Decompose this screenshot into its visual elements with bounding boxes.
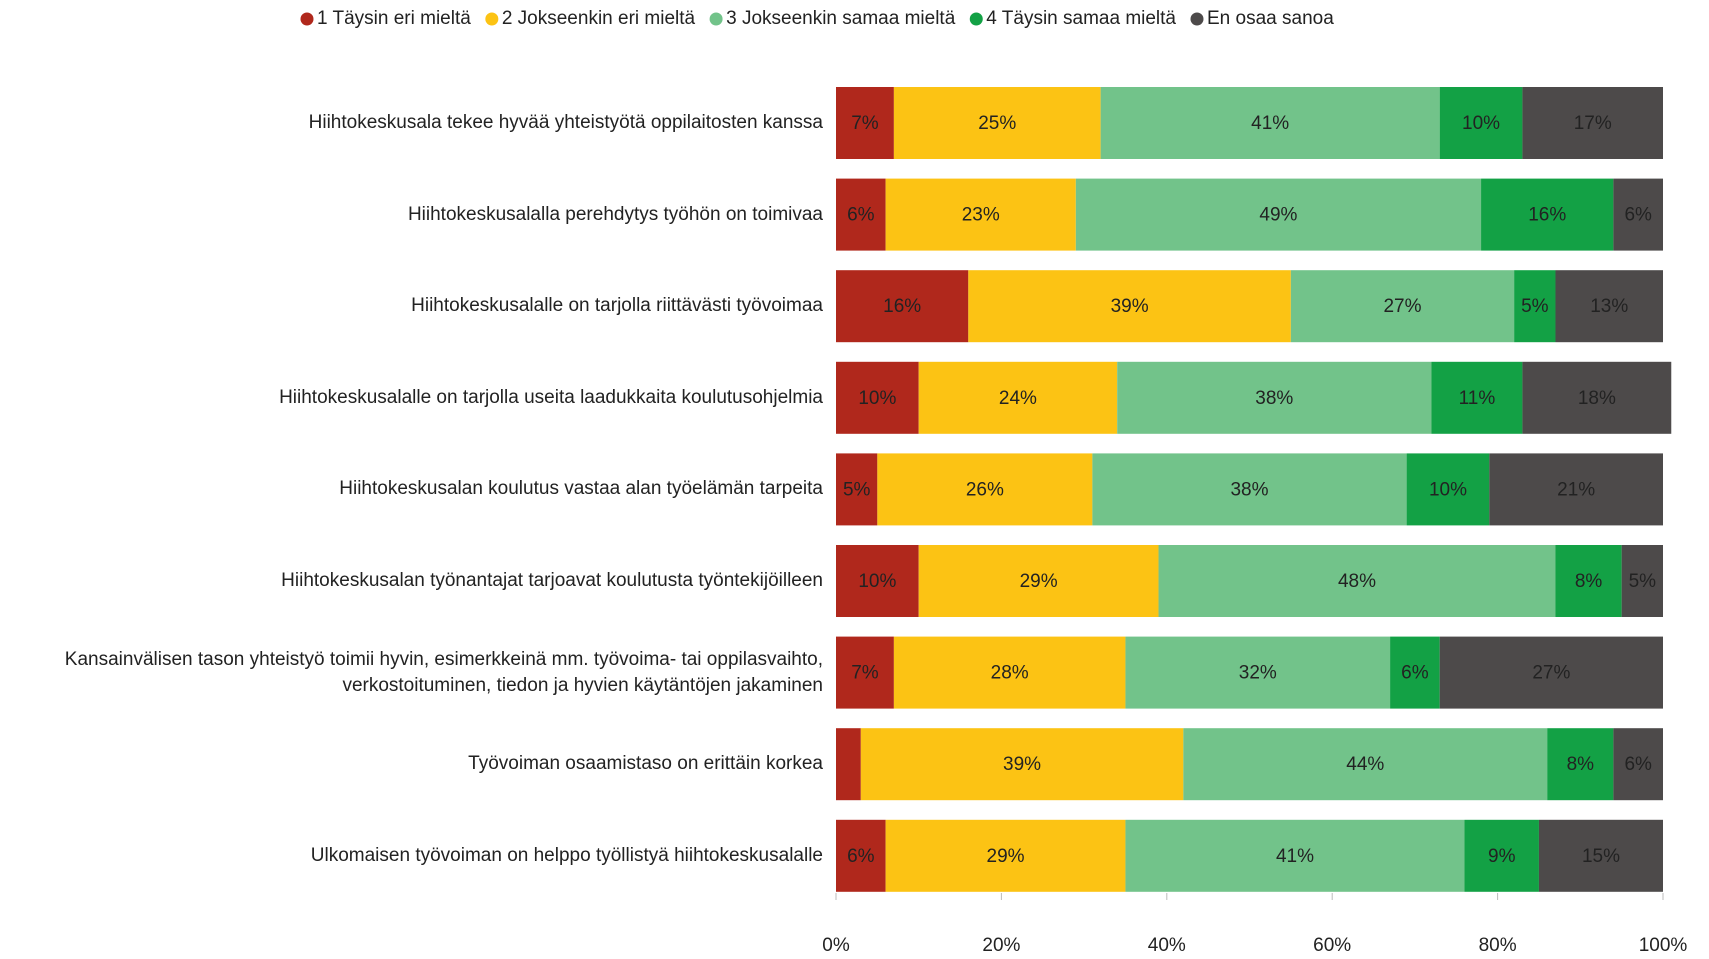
- value-label: 7%: [851, 113, 879, 134]
- value-label: 26%: [966, 479, 1004, 500]
- legend-label: 1 Täysin eri mieltä: [317, 8, 471, 29]
- legend-label: 4 Täysin samaa mieltä: [986, 8, 1176, 29]
- legend-label: 3 Jokseenkin samaa mieltä: [726, 8, 956, 29]
- value-label: 7%: [851, 663, 879, 684]
- value-label: 23%: [962, 205, 1000, 226]
- legend-marker: [301, 13, 314, 26]
- value-label: 15%: [1582, 846, 1620, 867]
- value-label: 10%: [1429, 479, 1467, 500]
- value-label: 8%: [1575, 571, 1603, 592]
- value-label: 5%: [1629, 571, 1657, 592]
- legend-marker: [970, 13, 983, 26]
- value-label: 6%: [847, 205, 875, 226]
- value-label: 13%: [1590, 296, 1628, 317]
- value-label: 17%: [1574, 113, 1612, 134]
- value-label: 6%: [1401, 663, 1429, 684]
- category-text: Hiihtokeskusala tekee hyvää yhteistyötä …: [309, 110, 823, 136]
- value-label: 38%: [1255, 388, 1293, 409]
- value-label: 29%: [1020, 571, 1058, 592]
- category-text: Hiihtokeskusalalla perehdytys työhön on …: [408, 202, 823, 228]
- value-label: 5%: [843, 479, 871, 500]
- value-label: 6%: [1624, 205, 1652, 226]
- category-label: Hiihtokeskusalan koulutus vastaa alan ty…: [10, 453, 823, 525]
- value-label: 49%: [1259, 205, 1297, 226]
- category-label: Hiihtokeskusalan työnantajat tarjoavat k…: [10, 545, 823, 617]
- value-label: 9%: [1488, 846, 1516, 867]
- category-text: Kansainvälisen tason yhteistyö toimii hy…: [10, 647, 823, 699]
- x-tick-label: 20%: [982, 935, 1020, 956]
- x-tick-label: 60%: [1313, 935, 1351, 956]
- value-label: 5%: [1521, 296, 1549, 317]
- value-label: 39%: [1003, 754, 1041, 775]
- value-label: 39%: [1111, 296, 1149, 317]
- legend-marker: [710, 13, 723, 26]
- x-tick-label: 40%: [1148, 935, 1186, 956]
- category-text: Hiihtokeskusalalle on tarjolla useita la…: [279, 385, 823, 411]
- value-label: 10%: [858, 571, 896, 592]
- bar-segment: [836, 728, 861, 800]
- category-text: Ulkomaisen työvoiman on helppo työllisty…: [311, 843, 823, 869]
- legend-label: 2 Jokseenkin eri mieltä: [502, 8, 696, 29]
- value-label: 32%: [1239, 663, 1277, 684]
- legend-marker: [1191, 13, 1204, 26]
- category-text: Työvoiman osaamistaso on erittäin korkea: [468, 751, 823, 777]
- value-label: 25%: [978, 113, 1016, 134]
- value-label: 27%: [1532, 663, 1570, 684]
- category-text: Hiihtokeskusalalle on tarjolla riittäväs…: [411, 293, 823, 319]
- category-text: Hiihtokeskusalan työnantajat tarjoavat k…: [281, 568, 823, 594]
- value-label: 41%: [1251, 113, 1289, 134]
- category-label: Hiihtokeskusala tekee hyvää yhteistyötä …: [10, 87, 823, 159]
- value-label: 18%: [1578, 388, 1616, 409]
- category-label: Hiihtokeskusalalla perehdytys työhön on …: [10, 179, 823, 251]
- value-label: 21%: [1557, 479, 1595, 500]
- value-label: 38%: [1230, 479, 1268, 500]
- category-label: Hiihtokeskusalalle on tarjolla useita la…: [10, 362, 823, 434]
- value-label: 16%: [1528, 205, 1566, 226]
- value-label: 24%: [999, 388, 1037, 409]
- page: 1 Täysin eri mieltä 2 Jokseenkin eri miel…: [0, 0, 1709, 959]
- value-label: 10%: [1462, 113, 1500, 134]
- category-label: Työvoiman osaamistaso on erittäin korkea: [10, 728, 823, 800]
- x-tick-label: 0%: [822, 935, 850, 956]
- category-label: Ulkomaisen työvoiman on helppo työllisty…: [10, 820, 823, 892]
- value-label: 6%: [1624, 754, 1652, 775]
- value-label: 11%: [1459, 388, 1496, 409]
- value-label: 29%: [987, 846, 1025, 867]
- category-label: Hiihtokeskusalalle on tarjolla riittäväs…: [10, 270, 823, 342]
- value-label: 44%: [1346, 754, 1384, 775]
- value-label: 8%: [1567, 754, 1595, 775]
- category-label: Kansainvälisen tason yhteistyö toimii hy…: [10, 637, 823, 709]
- legend-marker: [485, 13, 498, 26]
- value-label: 48%: [1338, 571, 1376, 592]
- x-tick-label: 100%: [1639, 935, 1688, 956]
- value-label: 16%: [883, 296, 921, 317]
- value-label: 41%: [1276, 846, 1314, 867]
- value-label: 28%: [991, 663, 1029, 684]
- value-label: 6%: [847, 846, 875, 867]
- category-text: Hiihtokeskusalan koulutus vastaa alan ty…: [339, 476, 823, 502]
- value-label: 27%: [1383, 296, 1421, 317]
- legend-label: En osaa sanoa: [1207, 8, 1334, 29]
- value-label: 10%: [858, 388, 896, 409]
- x-tick-label: 80%: [1479, 935, 1517, 956]
